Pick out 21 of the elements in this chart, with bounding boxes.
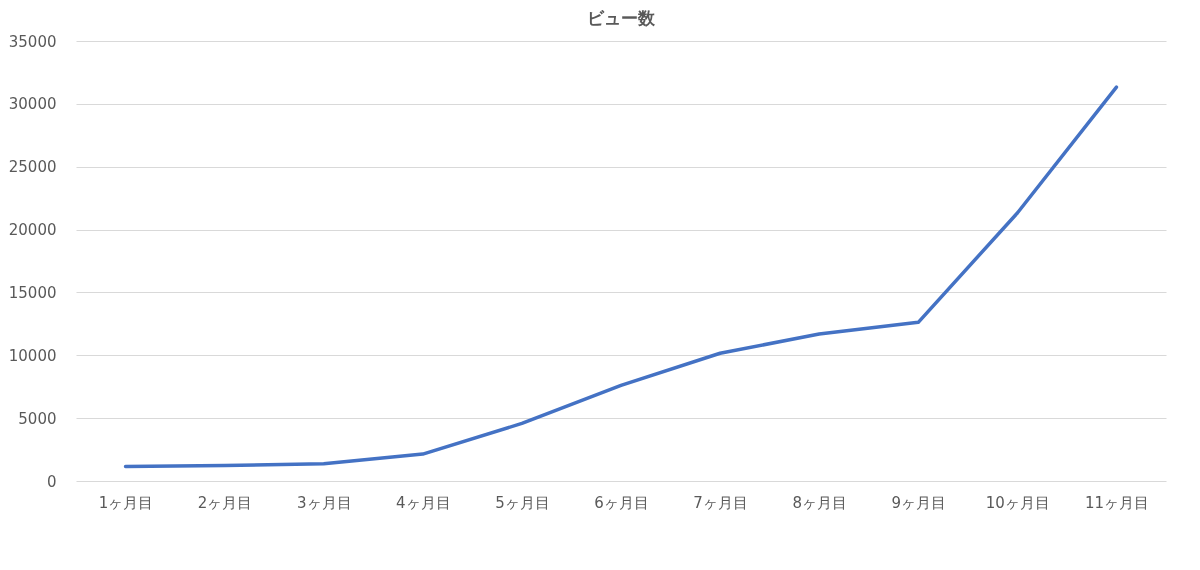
x-tick-label: 5ヶ月目 [495,493,550,512]
y-tick-label: 0 [46,472,57,491]
y-tick-label: 30000 [8,95,57,114]
x-tick-label: 9ヶ月目 [891,493,947,512]
x-tick-label: 2ヶ月目 [197,493,253,512]
x-tick-label: 7ヶ月目 [693,493,748,512]
line-series [123,85,1119,469]
y-tick-label: 20000 [8,221,57,240]
chart-title: ビュー数 [587,8,656,28]
x-tick-label: 8ヶ月目 [792,493,847,512]
y-tick-label: 5000 [18,409,57,428]
x-tick-label: 3ヶ月目 [296,493,352,512]
x-tick-label: 11ヶ月目 [1084,493,1149,512]
y-tick-label: 35000 [8,32,57,51]
x-tick-label: 1ヶ月目 [98,493,154,512]
x-tick-label: 10ヶ月目 [985,493,1050,512]
x-tick-label: 4ヶ月目 [396,493,451,512]
y-tick-label: 15000 [8,283,57,302]
x-tick-label: 6ヶ月目 [594,493,649,512]
y-tick-label: 25000 [8,158,57,177]
y-tick-label: 10000 [8,346,57,365]
